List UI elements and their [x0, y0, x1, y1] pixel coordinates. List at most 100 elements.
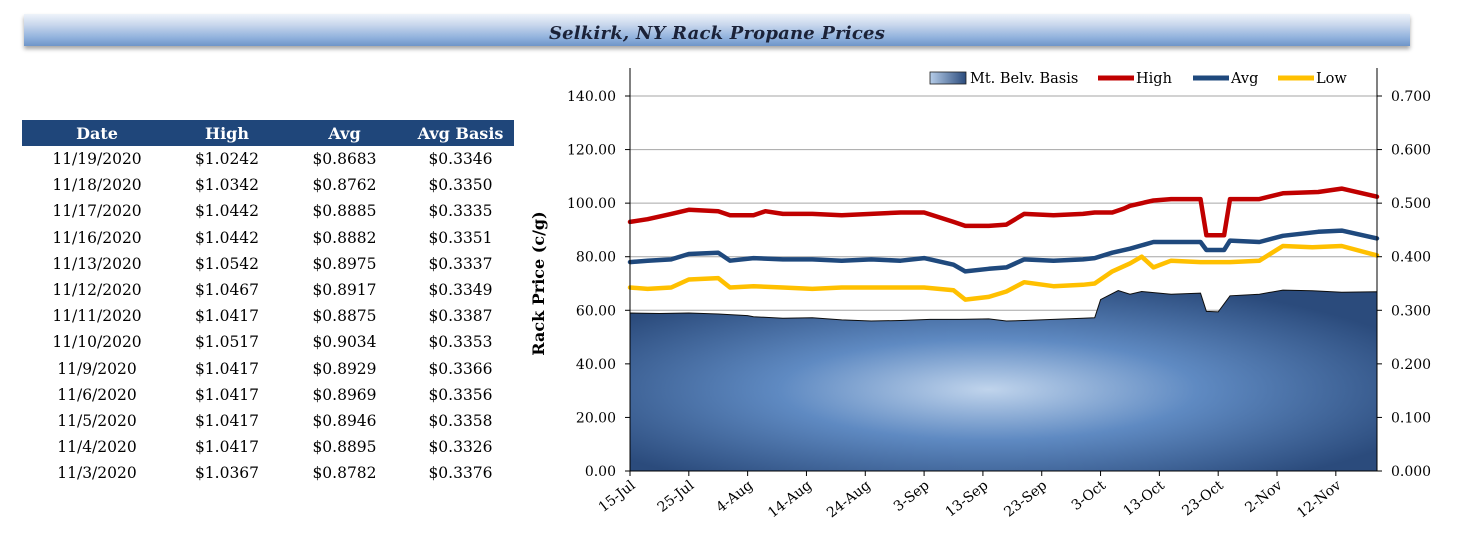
x-tick-label: 25-Jul	[655, 477, 698, 516]
cell-avg: $0.8782	[312, 464, 377, 483]
price-table: Date High Avg Avg Basis 11/19/2020 $1.024…	[22, 120, 514, 486]
cell-avg: $0.8929	[312, 359, 377, 378]
y-tick-label: 40.00	[576, 357, 616, 373]
cell-date: 11/12/2020	[52, 281, 142, 300]
y2-tick-label: 0.200	[1391, 357, 1431, 373]
table-row: 11/12/2020 $1.0467 $0.8917 $0.3349	[22, 277, 514, 303]
table-row: 11/18/2020 $1.0342 $0.8762 $0.3350	[22, 172, 514, 198]
cell-avg: $0.8946	[312, 411, 377, 430]
y-tick-label: 0.00	[585, 464, 616, 480]
cell-high: $1.0417	[194, 307, 260, 326]
cell-avg: $0.8762	[312, 176, 377, 195]
y2-tick-label: 0.600	[1391, 143, 1431, 159]
column-header-date: Date	[22, 120, 172, 146]
chart-series-lines	[627, 186, 1380, 302]
table-row: 11/4/2020 $1.0417 $0.8895 $0.3326	[22, 434, 514, 460]
cell-avg-basis: $0.3376	[428, 464, 493, 483]
cell-avg-basis: $0.3337	[428, 254, 493, 273]
cell-high: $1.0442	[194, 202, 260, 221]
cell-avg: $0.8885	[312, 202, 377, 221]
y2-tick-label: 0.100	[1391, 410, 1431, 426]
cell-date: 11/3/2020	[57, 464, 137, 483]
table-row: 11/13/2020 $1.0542 $0.8975 $0.3337	[22, 251, 514, 277]
x-tick-label: 24-Aug	[824, 478, 874, 522]
chart-legend: Mt. Belv. Basis High Avg Low	[929, 71, 1347, 87]
y-tick-label: 120.00	[567, 143, 616, 159]
table-row: 11/11/2020 $1.0417 $0.8875 $0.3387	[22, 303, 514, 329]
cell-high: $1.0517	[194, 333, 260, 352]
table-row: 11/3/2020 $1.0367 $0.8782 $0.3376	[22, 460, 514, 486]
column-header-avg: Avg	[282, 120, 407, 146]
cell-high: $1.0367	[194, 464, 260, 483]
x-tick-label: 4-Aug	[713, 478, 756, 516]
x-tick-label: 3-Sep	[891, 478, 933, 516]
x-tick-label: 13-Sep	[943, 478, 992, 521]
y-axis-label: Rack Price (c/g)	[529, 211, 548, 355]
x-tick-label: 23-Oct	[1179, 477, 1227, 519]
cell-avg: $0.8917	[312, 281, 377, 300]
y2-tick-label: 0.500	[1391, 196, 1431, 212]
cell-avg-basis: $0.3358	[428, 411, 493, 430]
page-title: Selkirk, NY Rack Propane Prices	[548, 22, 886, 44]
table-row: 11/16/2020 $1.0442 $0.8882 $0.3351	[22, 225, 514, 251]
y-axis-right-ticks: 0.000 0.100 0.200 0.300 0.400 0.500 0.600 0.700	[1377, 89, 1431, 480]
cell-high: $1.0417	[194, 438, 260, 457]
cell-avg-basis: $0.3387	[428, 307, 493, 326]
y2-tick-label: 0.400	[1391, 250, 1431, 266]
cell-avg: $0.8882	[312, 228, 377, 247]
table-row: 11/17/2020 $1.0442 $0.8885 $0.3335	[22, 198, 514, 224]
page-title-banner: Selkirk, NY Rack Propane Prices	[24, 14, 1410, 46]
cell-avg-basis: $0.3335	[428, 202, 493, 221]
y2-tick-label: 0.300	[1391, 303, 1431, 319]
cell-date: 11/13/2020	[52, 254, 142, 273]
cell-high: $1.0417	[194, 385, 260, 404]
x-tick-label: 12-Nov	[1294, 477, 1344, 521]
column-header-avg-basis: Avg Basis	[407, 120, 514, 146]
legend-label-low: Low	[1316, 71, 1347, 87]
y-tick-label: 60.00	[576, 303, 616, 319]
chart-axes	[629, 68, 1378, 472]
cell-avg-basis: $0.3326	[428, 438, 493, 457]
cell-date: 11/11/2020	[52, 307, 142, 326]
cell-high: $1.0417	[194, 359, 260, 378]
cell-avg-basis: $0.3349	[428, 281, 493, 300]
series-area-mt-belv-basis	[629, 289, 1378, 472]
cell-date: 11/5/2020	[57, 411, 137, 430]
cell-date: 11/10/2020	[52, 333, 142, 352]
legend-label-mt-belv-basis: Mt. Belv. Basis	[970, 71, 1078, 87]
price-table-header: Date High Avg Avg Basis	[22, 120, 514, 146]
cell-high: $1.0467	[194, 281, 260, 300]
legend-swatch-mt-belv-basis	[929, 71, 967, 85]
x-tick-label: 2-Nov	[1242, 477, 1285, 516]
table-row: 11/6/2020 $1.0417 $0.8969 $0.3356	[22, 382, 514, 408]
cell-avg-basis: $0.3346	[428, 150, 493, 169]
cell-avg-basis: $0.3356	[428, 385, 493, 404]
propane-price-chart: 0.00 20.00 40.00 60.00 80.00 100.00 120.00 140.…	[529, 68, 1431, 522]
x-tick-label: 23-Sep	[1001, 478, 1050, 521]
x-tick-label: 15-Jul	[596, 477, 639, 516]
cell-avg-basis: $0.3366	[428, 359, 493, 378]
y-axis-left-ticks: 0.00 20.00 40.00 60.00 80.00 100.00 120.00 140.…	[567, 89, 630, 480]
y2-tick-label: 0.000	[1391, 464, 1431, 480]
cell-date: 11/16/2020	[52, 228, 142, 247]
x-tick-label: 13-Oct	[1121, 477, 1169, 519]
cell-date: 11/19/2020	[52, 150, 142, 169]
table-row: 11/9/2020 $1.0417 $0.8929 $0.3366	[22, 356, 514, 382]
legend-label-avg: Avg	[1230, 71, 1258, 87]
y-tick-label: 20.00	[576, 410, 616, 426]
series-line-high	[627, 186, 1380, 238]
cell-avg-basis: $0.3353	[428, 333, 493, 352]
y-tick-label: 80.00	[576, 250, 616, 266]
y2-tick-label: 0.700	[1391, 89, 1431, 105]
x-axis-ticks: 15-Jul 25-Jul 4-Aug 14-Aug 24-Aug 3-Sep 13-Sep…	[596, 471, 1344, 522]
cell-avg-basis: $0.3351	[428, 228, 493, 247]
y-tick-label: 140.00	[567, 89, 616, 105]
table-row: 11/19/2020 $1.0242 $0.8683 $0.3346	[22, 146, 514, 172]
cell-date: 11/18/2020	[52, 176, 142, 195]
cell-high: $1.0242	[194, 150, 260, 169]
cell-avg: $0.8895	[312, 438, 377, 457]
price-table-body: 11/19/2020 $1.0242 $0.8683 $0.3346 11/18/202…	[22, 146, 514, 486]
y-tick-label: 100.00	[567, 196, 616, 212]
cell-avg: $0.8975	[312, 254, 377, 273]
cell-avg: $0.9034	[312, 333, 377, 352]
